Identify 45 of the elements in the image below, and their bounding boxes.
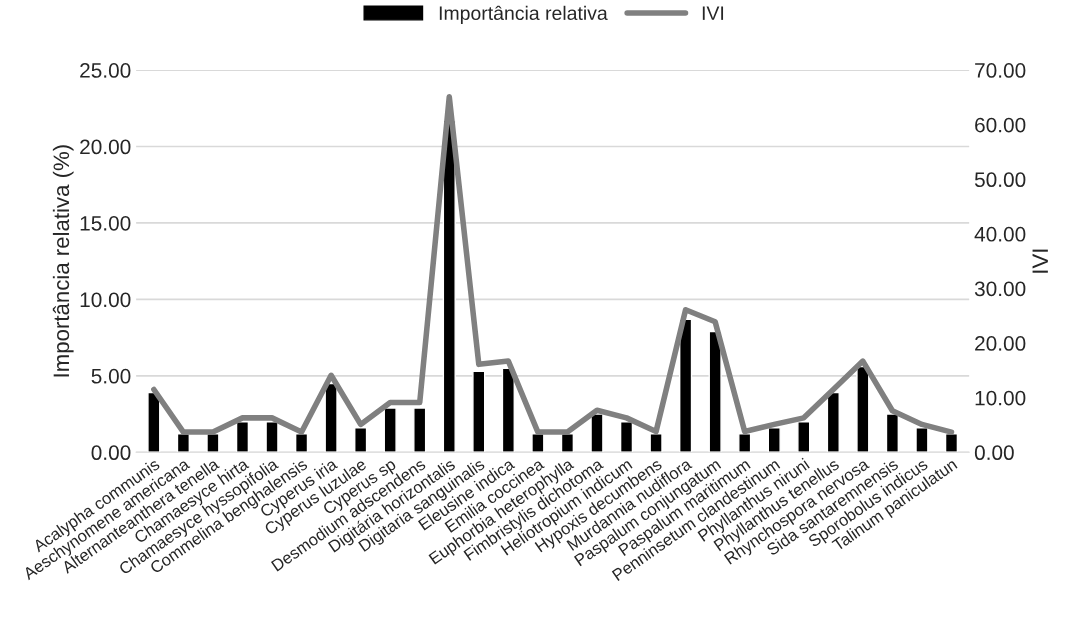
y-tick-label: 15.00 [80,215,131,231]
y2-tick-label: 40.00 [974,226,1026,242]
bar [501,367,515,453]
bar [531,433,545,453]
legend-label: IVI [702,6,724,20]
y2-axis-title: IVI [1032,249,1048,273]
bar [619,420,634,453]
y2-tick-label: 20.00 [975,336,1026,351]
y-axis-title: Importância relativa (%) [52,145,74,377]
bar [147,391,161,453]
bar [708,330,722,453]
bar [354,427,368,453]
bar [885,413,900,453]
y-tick-label: 10.00 [80,292,131,308]
bar [856,365,870,453]
y2-tick-label: 50.00 [974,172,1026,188]
bar [797,420,811,453]
bar [944,433,959,453]
bar [649,433,663,453]
y-tick-label: 0.00 [91,445,131,461]
y-tick-label: 25.00 [80,63,131,78]
bar [738,433,752,453]
bar [915,427,929,453]
bar [294,433,309,453]
legend-label: Importância relativa [439,5,608,24]
bar [560,433,575,453]
y2-tick-label: 70.00 [975,63,1026,78]
y2-tick-label: 0.00 [974,445,1014,461]
bar [176,433,190,453]
y-tick-label: 5.00 [91,368,131,384]
bar [265,420,279,453]
bar [383,407,397,453]
bar [826,391,840,453]
bar [324,382,338,453]
bar [679,318,693,453]
bar [590,413,604,453]
bar [413,407,427,453]
bar [235,420,250,453]
bar [767,427,781,453]
y2-tick-label: 10.00 [975,390,1026,406]
bar [472,370,486,453]
bar [206,433,220,453]
y2-tick-label: 30.00 [974,281,1026,297]
y-tick-label: 20.00 [80,139,131,155]
y2-tick-label: 60.00 [975,117,1026,133]
